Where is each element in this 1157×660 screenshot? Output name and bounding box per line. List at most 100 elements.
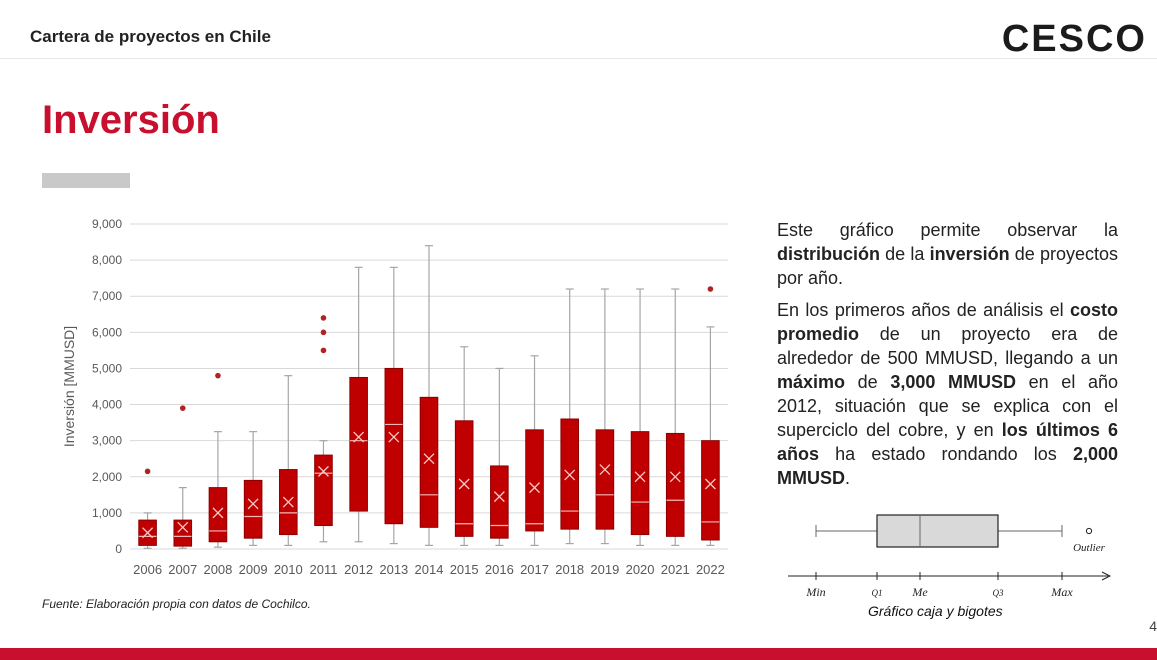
title-underline-bar — [42, 173, 130, 188]
box-rect — [665, 432, 685, 537]
source-note: Fuente: Elaboración propia con datos de … — [42, 597, 311, 611]
box-rect — [595, 429, 615, 530]
box-rect — [349, 376, 368, 512]
y-tick-label: 7,000 — [92, 289, 122, 303]
box-2007 — [173, 405, 193, 549]
box-rect — [630, 431, 650, 536]
x-tick-label: 2011 — [309, 562, 337, 577]
box-2019 — [595, 288, 615, 545]
legend-caption: Gráfico caja y bigotes — [868, 603, 1003, 619]
x-tick-label: 2007 — [168, 562, 197, 577]
legend-outlier-point — [1085, 527, 1093, 535]
mean-marker — [142, 527, 154, 539]
x-tick-label: 2013 — [379, 562, 408, 577]
x-tick-label: 2017 — [520, 562, 549, 577]
box-2022 — [701, 286, 720, 546]
box-2006 — [138, 468, 157, 549]
x-tick-label: 2014 — [415, 562, 444, 577]
box-rect — [314, 454, 333, 527]
mean-marker — [493, 491, 505, 503]
x-tick-label: 2022 — [696, 562, 725, 577]
description-paragraph-1: Este gráfico permite observar la distrib… — [777, 220, 1118, 288]
y-tick-label: 8,000 — [92, 253, 122, 267]
brand-logo: CESCO — [1001, 18, 1147, 60]
legend-label-max: Max — [1050, 585, 1073, 599]
outlier-point — [215, 372, 221, 379]
outlier-point — [707, 286, 714, 292]
mean-marker — [564, 469, 576, 481]
x-tick-label: 2015 — [450, 562, 479, 577]
header-divider — [0, 58, 1157, 59]
box-2017 — [525, 355, 544, 546]
y-tick-label: 4,000 — [92, 398, 122, 412]
mean-marker — [704, 478, 716, 490]
mean-marker — [177, 521, 189, 533]
box-rect — [490, 465, 509, 539]
footer-bar — [0, 648, 1157, 660]
y-tick-label: 9,000 — [92, 217, 122, 231]
mean-marker — [669, 471, 681, 483]
mean-marker — [353, 431, 365, 443]
mean-marker — [212, 507, 224, 519]
x-tick-label: 2018 — [555, 562, 584, 577]
y-tick-label: 5,000 — [92, 361, 122, 375]
outlier-point — [144, 468, 151, 475]
box-plot-legend-diagram: Outlier Min Q1 Me Q3 Max — [788, 514, 1112, 599]
legend-box — [876, 514, 999, 548]
box-plot-chart: 0 1,000 2,000 3,000 4,000 5,000 6,000 7,000 8,00… — [61, 217, 728, 577]
x-tick-label: 2020 — [626, 562, 655, 577]
mean-marker — [634, 471, 646, 483]
mean-marker — [318, 465, 329, 477]
page-number: 4 — [1149, 618, 1157, 634]
box-2021 — [665, 288, 685, 546]
x-tick-label: 2009 — [239, 562, 268, 577]
box-2008 — [208, 372, 228, 548]
box-2020 — [630, 288, 650, 546]
x-tick-label: 2010 — [274, 562, 303, 577]
box-2013 — [384, 266, 404, 545]
box-2014 — [419, 245, 439, 546]
description-paragraph-2: En los primeros años de análisis el cost… — [777, 300, 1119, 488]
box-rect — [384, 367, 404, 525]
box-2011 — [314, 315, 333, 543]
y-tick-label: 1,000 — [92, 506, 122, 520]
box-rect — [173, 519, 193, 547]
x-tick-label: 2008 — [203, 562, 232, 577]
x-tick-label: 2019 — [590, 562, 619, 577]
box-rect — [454, 420, 474, 537]
box-rect — [525, 429, 544, 532]
legend-label-q1: Q1 — [872, 588, 883, 598]
mean-marker — [388, 431, 400, 443]
legend-label-q3: Q3 — [993, 588, 1004, 598]
box-rect — [243, 479, 263, 539]
legend-axis-arrow — [1101, 571, 1112, 581]
y-axis-label: Inversión [MMUSD] — [61, 326, 77, 447]
x-tick-label: 2006 — [133, 562, 162, 577]
box-2012 — [349, 266, 368, 543]
box-2016 — [490, 367, 509, 546]
legend-label-min: Min — [805, 585, 825, 599]
x-tick-label: 2021 — [661, 562, 690, 577]
box-2015 — [454, 346, 474, 546]
x-tick-label: 2016 — [485, 562, 514, 577]
y-tick-label: 0 — [115, 542, 122, 556]
y-tick-label: 3,000 — [92, 434, 122, 448]
outlier-point — [320, 347, 327, 354]
header-title: Cartera de proyectos en Chile — [30, 27, 271, 46]
outlier-point — [179, 405, 186, 411]
box-2018 — [560, 288, 580, 545]
box-rect — [419, 396, 439, 528]
legend-outlier-label: Outlier — [1073, 542, 1105, 554]
page-title: Inversión — [42, 98, 220, 142]
mean-marker — [529, 482, 540, 494]
y-tick-label: 6,000 — [92, 325, 122, 339]
mean-marker — [282, 496, 294, 508]
outlier-point — [320, 315, 327, 321]
box-rect — [701, 440, 720, 541]
legend-label-me: Me — [911, 585, 928, 599]
mean-marker — [458, 478, 470, 490]
box-2009 — [243, 431, 263, 546]
mean-marker — [247, 498, 259, 510]
box-2010 — [279, 375, 298, 546]
outlier-point — [320, 329, 327, 336]
